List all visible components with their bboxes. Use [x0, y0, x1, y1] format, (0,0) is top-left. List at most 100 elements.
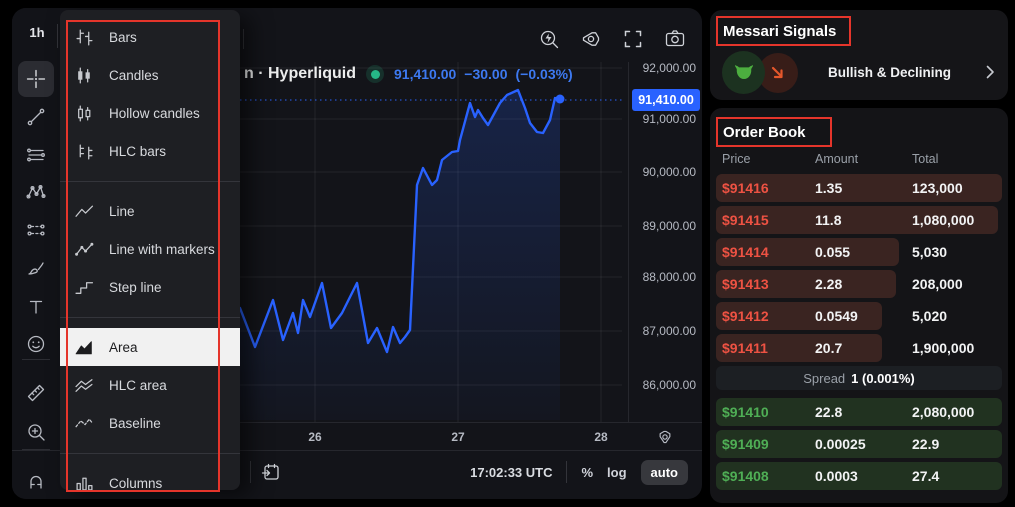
- depth-bar: [716, 206, 998, 234]
- price-change: −30.00: [464, 66, 508, 82]
- price-axis-label: 91,000.00: [642, 112, 696, 126]
- quick-search-button[interactable]: [536, 26, 562, 52]
- menu-item-line-with-markers[interactable]: Line with markers: [60, 230, 240, 268]
- timeframe-button[interactable]: 1h: [29, 25, 45, 40]
- ob-price: $91414: [722, 244, 769, 260]
- menu-item-line[interactable]: Line: [60, 192, 240, 230]
- ob-price: $91410: [722, 404, 769, 420]
- menu-item-hollow-candles[interactable]: Hollow candles: [60, 94, 240, 132]
- menu-item-label: Bars: [109, 29, 137, 45]
- menu-item-step-line[interactable]: Step line: [60, 268, 240, 306]
- text-tool-tool-button[interactable]: [18, 289, 54, 325]
- orderbook-ask-row[interactable]: $91415 11.8 1,080,000: [716, 206, 1002, 234]
- quick-search-icon: [538, 28, 560, 50]
- menu-item-label: HLC bars: [109, 143, 167, 159]
- messari-signals-panel: Messari Signals Bullish & Declining: [710, 10, 1008, 100]
- baseline-icon: [75, 414, 95, 432]
- brush-tool-button[interactable]: [18, 250, 54, 286]
- last-price-dot: [555, 94, 565, 104]
- ruler-icon: [26, 383, 46, 403]
- ob-price: $91409: [722, 436, 769, 452]
- ob-total: 1,080,000: [912, 212, 975, 228]
- menu-item-hlc-area[interactable]: HLC area: [60, 366, 240, 404]
- toolbar-divider: [243, 29, 244, 49]
- menu-item-area[interactable]: Area: [60, 328, 240, 366]
- settings-button[interactable]: [578, 26, 604, 52]
- time-axis[interactable]: 26 27 28: [60, 422, 702, 450]
- emoji-tool-button[interactable]: [18, 326, 54, 362]
- area-icon: [75, 338, 95, 356]
- area-fill: [240, 90, 560, 420]
- menu-item-columns[interactable]: Columns: [60, 464, 240, 490]
- step-line-icon: [75, 278, 95, 296]
- crosshair-tool-button[interactable]: [18, 61, 54, 97]
- symbol-title[interactable]: n · Hyperliquid: [244, 65, 356, 82]
- ob-total: 123,000: [912, 180, 963, 196]
- orderbook-bid-row[interactable]: $91409 0.00025 22.9: [716, 430, 1002, 458]
- fullscreen-icon: [622, 28, 644, 50]
- fullscreen-button[interactable]: [620, 26, 646, 52]
- axis-settings-icon[interactable]: [656, 428, 674, 446]
- signal-icons: [722, 50, 804, 94]
- line-markers-icon: [75, 240, 95, 258]
- line-icon: [75, 202, 95, 220]
- chart-top-buttons: [536, 26, 688, 52]
- auto-scale-button[interactable]: auto: [640, 459, 688, 485]
- signal-row[interactable]: Bullish & Declining: [722, 50, 998, 94]
- forecast-icon: [26, 220, 46, 240]
- ob-total: 2,080,000: [912, 404, 975, 420]
- orderbook-ask-row[interactable]: $91412 0.0549 5,020: [716, 302, 1002, 330]
- price-axis[interactable]: 92,000.00 91,000.00 90,000.00 89,000.00 88,0…: [628, 61, 702, 422]
- ob-price: $91412: [722, 308, 769, 324]
- log-scale-button[interactable]: log: [607, 464, 627, 480]
- percent-scale-button[interactable]: %: [581, 464, 594, 480]
- depth-bar: [716, 334, 882, 362]
- trend-line-icon: [26, 107, 46, 127]
- ob-total: 27.4: [912, 468, 940, 484]
- menu-item-hlc-bars[interactable]: HLC bars: [60, 132, 240, 170]
- ruler-tool-button[interactable]: [18, 375, 54, 411]
- depth-bar: [716, 270, 897, 298]
- orderbook-bid-row[interactable]: $91408 0.0003 27.4: [716, 462, 1002, 490]
- ob-total: 1,900,000: [912, 340, 975, 356]
- toolbar-divider: [566, 461, 568, 483]
- menu-separator: [60, 442, 240, 464]
- zoom-in-tool-button[interactable]: [18, 414, 54, 450]
- zoom-in-icon: [26, 422, 46, 442]
- menu-item-baseline[interactable]: Baseline: [60, 404, 240, 442]
- orderbook-ask-row[interactable]: $91411 20.7 1,900,000: [716, 334, 1002, 362]
- magnet-tool-button[interactable]: [18, 463, 54, 499]
- ob-amount: 2.28: [815, 276, 843, 292]
- camera-button[interactable]: [662, 26, 688, 52]
- xabcd-pattern-tool-button[interactable]: [18, 174, 54, 210]
- ob-price: $91411: [722, 340, 768, 356]
- clock[interactable]: 17:02:33 UTC: [470, 464, 553, 480]
- candles-icon: [75, 66, 95, 84]
- forecast-tool-button[interactable]: [18, 212, 54, 248]
- ob-price: $91415: [722, 212, 769, 228]
- menu-item-candles[interactable]: Candles: [60, 56, 240, 94]
- crosshair-icon: [26, 69, 46, 89]
- price-chart[interactable]: [238, 62, 622, 422]
- order-book-panel: Order Book Price Amount Total $91416 1.35…: [710, 108, 1008, 503]
- price-axis-label: 88,000.00: [642, 270, 696, 284]
- market-status-icon: [366, 65, 384, 83]
- bull-icon: [722, 51, 765, 94]
- depth-bar: [716, 174, 1002, 202]
- orderbook-ask-row[interactable]: $91416 1.35 123,000: [716, 174, 1002, 202]
- orderbook-ask-row[interactable]: $91414 0.055 5,030: [716, 238, 1002, 266]
- order-book-title: Order Book: [723, 124, 806, 141]
- orderbook-ask-row[interactable]: $91413 2.28 208,000: [716, 270, 1002, 298]
- go-to-date-button[interactable]: [261, 462, 281, 482]
- chevron-right-icon[interactable]: [982, 64, 998, 80]
- time-axis-label: 26: [308, 429, 322, 444]
- orderbook-bid-row[interactable]: $91410 22.8 2,080,000: [716, 398, 1002, 426]
- trend-line-tool-button[interactable]: [18, 99, 54, 135]
- depth-bar: [716, 430, 1002, 458]
- ob-amount: 20.7: [815, 340, 843, 356]
- horizontal-lines-tool-button[interactable]: [18, 137, 54, 173]
- price-axis-label: 86,000.00: [642, 378, 696, 392]
- menu-item-bars[interactable]: Bars: [60, 18, 240, 56]
- last-price-group: 91,410.00 −30.00 (−0.03%): [394, 66, 573, 82]
- messari-signals-title: Messari Signals: [723, 23, 837, 40]
